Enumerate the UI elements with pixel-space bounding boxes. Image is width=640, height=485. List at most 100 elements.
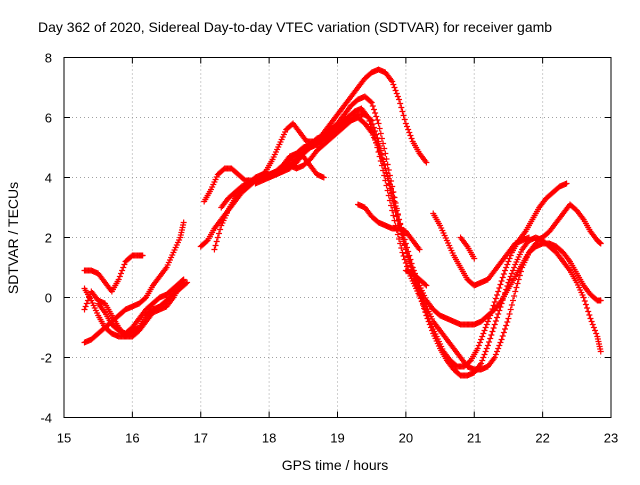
data-point-marker — [389, 189, 396, 196]
data-point-marker — [504, 319, 511, 325]
data-point-marker — [506, 311, 513, 317]
data-point-marker — [484, 342, 491, 349]
data-point-marker — [378, 155, 385, 161]
data-point-marker — [368, 99, 375, 106]
data-point-marker — [499, 274, 506, 281]
data-point-marker — [597, 297, 604, 304]
data-point-marker — [369, 103, 376, 109]
data-point-marker — [115, 276, 122, 283]
data-point-marker — [86, 294, 93, 301]
data-point-marker — [119, 267, 126, 274]
data-point-marker — [423, 312, 430, 319]
data-point-marker — [408, 260, 415, 267]
data-point-marker — [374, 117, 381, 123]
data-point-marker — [401, 236, 408, 243]
series-arc-11 — [259, 150, 327, 181]
data-point-marker — [381, 162, 388, 168]
data-point-marker — [383, 169, 390, 176]
data-point-marker — [491, 354, 498, 361]
x-tick-label: 15 — [57, 431, 71, 446]
data-point-marker — [427, 324, 434, 331]
data-point-marker — [405, 248, 412, 255]
data-point-marker — [496, 307, 503, 314]
data-point-marker — [404, 123, 411, 130]
data-point-marker — [376, 148, 383, 154]
data-point-marker — [511, 293, 518, 299]
data-point-marker — [580, 294, 587, 301]
data-point-marker — [320, 174, 327, 181]
data-point-marker — [498, 336, 505, 343]
data-point-marker — [497, 339, 504, 346]
data-point-marker — [597, 348, 604, 355]
data-point-marker — [180, 276, 187, 283]
y-tick-label: 8 — [45, 51, 52, 66]
data-point-marker — [482, 324, 489, 331]
data-point-marker — [376, 125, 383, 132]
data-point-marker — [373, 113, 380, 120]
data-point-marker — [84, 297, 91, 304]
data-point-marker — [494, 314, 501, 321]
data-point-marker — [500, 271, 507, 277]
data-point-marker — [503, 264, 510, 271]
data-point-marker — [496, 342, 503, 349]
data-point-marker — [390, 194, 397, 200]
data-point-marker — [422, 281, 429, 288]
data-point-marker — [370, 106, 377, 113]
data-point-marker — [508, 270, 515, 277]
data-point-marker — [182, 280, 189, 287]
data-point-marker — [491, 299, 498, 305]
data-point-marker — [513, 284, 520, 291]
x-tick-label: 17 — [194, 431, 208, 446]
data-point-marker — [423, 282, 430, 289]
data-point-marker — [394, 212, 401, 218]
data-point-marker — [509, 297, 516, 304]
data-point-marker — [507, 306, 514, 313]
series-arc-14 — [430, 210, 532, 289]
series-arc-3 — [81, 252, 146, 295]
data-point-marker — [478, 360, 485, 367]
data-point-marker — [514, 280, 521, 287]
data-point-marker — [396, 96, 403, 103]
data-point-marker — [502, 326, 509, 332]
data-point-marker — [509, 267, 516, 274]
data-point-marker — [597, 240, 604, 247]
data-point-marker — [476, 339, 483, 346]
data-point-marker — [584, 305, 591, 311]
data-point-marker — [495, 345, 502, 352]
data-point-marker — [590, 324, 597, 331]
y-axis-label: SDTVAR / TECUs — [5, 182, 21, 294]
x-tick-label: 20 — [399, 431, 413, 446]
y-tick-label: 2 — [45, 231, 52, 246]
data-point-marker — [375, 120, 382, 127]
data-point-marker — [400, 112, 407, 119]
x-tick-label: 16 — [125, 431, 139, 446]
data-point-marker — [407, 256, 414, 263]
data-point-marker — [495, 288, 502, 295]
data-point-marker — [587, 315, 594, 322]
data-point-marker — [492, 351, 499, 358]
x-tick-label: 22 — [535, 431, 549, 446]
data-point-marker — [391, 84, 398, 91]
data-point-marker — [402, 240, 409, 247]
data-point-marker — [486, 339, 493, 345]
y-tick-label: 4 — [45, 171, 52, 186]
data-point-marker — [505, 315, 512, 322]
data-point-marker — [212, 242, 219, 249]
series-arc-16 — [532, 201, 604, 247]
data-point-marker — [396, 216, 403, 223]
data-point-marker — [215, 230, 222, 237]
chart-title: Day 362 of 2020, Sidereal Day-to-day VTE… — [38, 19, 552, 35]
data-point-marker — [408, 135, 415, 142]
data-point-marker — [491, 321, 498, 328]
data-point-marker — [406, 129, 413, 136]
data-point-marker — [481, 327, 488, 334]
data-point-marker — [382, 150, 389, 157]
data-point-marker — [496, 285, 503, 291]
data-point-marker — [426, 321, 433, 328]
data-point-marker — [588, 318, 595, 325]
data-point-marker — [482, 348, 489, 355]
data-point-marker — [380, 140, 387, 147]
series-arc-12 — [355, 201, 423, 253]
data-point-marker — [406, 252, 413, 259]
